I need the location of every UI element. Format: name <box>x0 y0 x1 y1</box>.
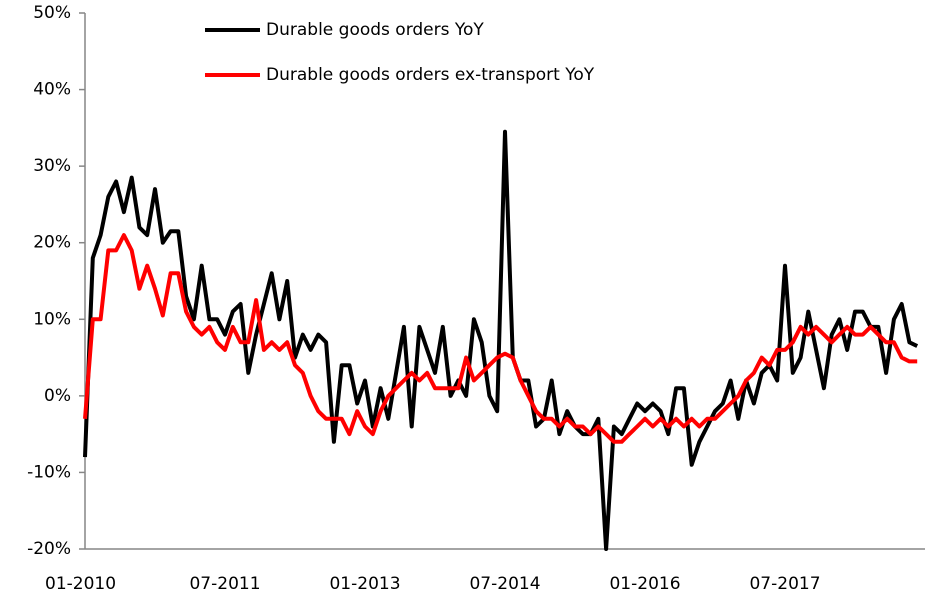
y-tick-label: 20% <box>33 233 71 253</box>
series-line <box>83 233 918 444</box>
x-tick-label: 01-2010 <box>45 574 116 594</box>
x-tick-label: 01-2016 <box>609 574 680 594</box>
y-tick-label: 10% <box>33 309 71 329</box>
x-tick-label: 07-2014 <box>469 574 540 594</box>
legend-label: Durable goods orders YoY <box>266 20 484 40</box>
y-tick-label: 50% <box>33 3 71 23</box>
x-tick-label: 07-2017 <box>749 574 820 594</box>
series-line <box>83 129 919 551</box>
y-tick-label: 0% <box>44 386 71 406</box>
y-tick-label: -20% <box>27 539 71 559</box>
y-tick-label: -10% <box>27 462 71 482</box>
x-tick-label: 07-2011 <box>189 574 260 594</box>
legend-label: Durable goods orders ex-transport YoY <box>266 65 595 85</box>
x-tick-label: 01-2013 <box>329 574 400 594</box>
y-tick-label: 40% <box>33 80 71 100</box>
y-tick-label: 30% <box>33 156 71 176</box>
